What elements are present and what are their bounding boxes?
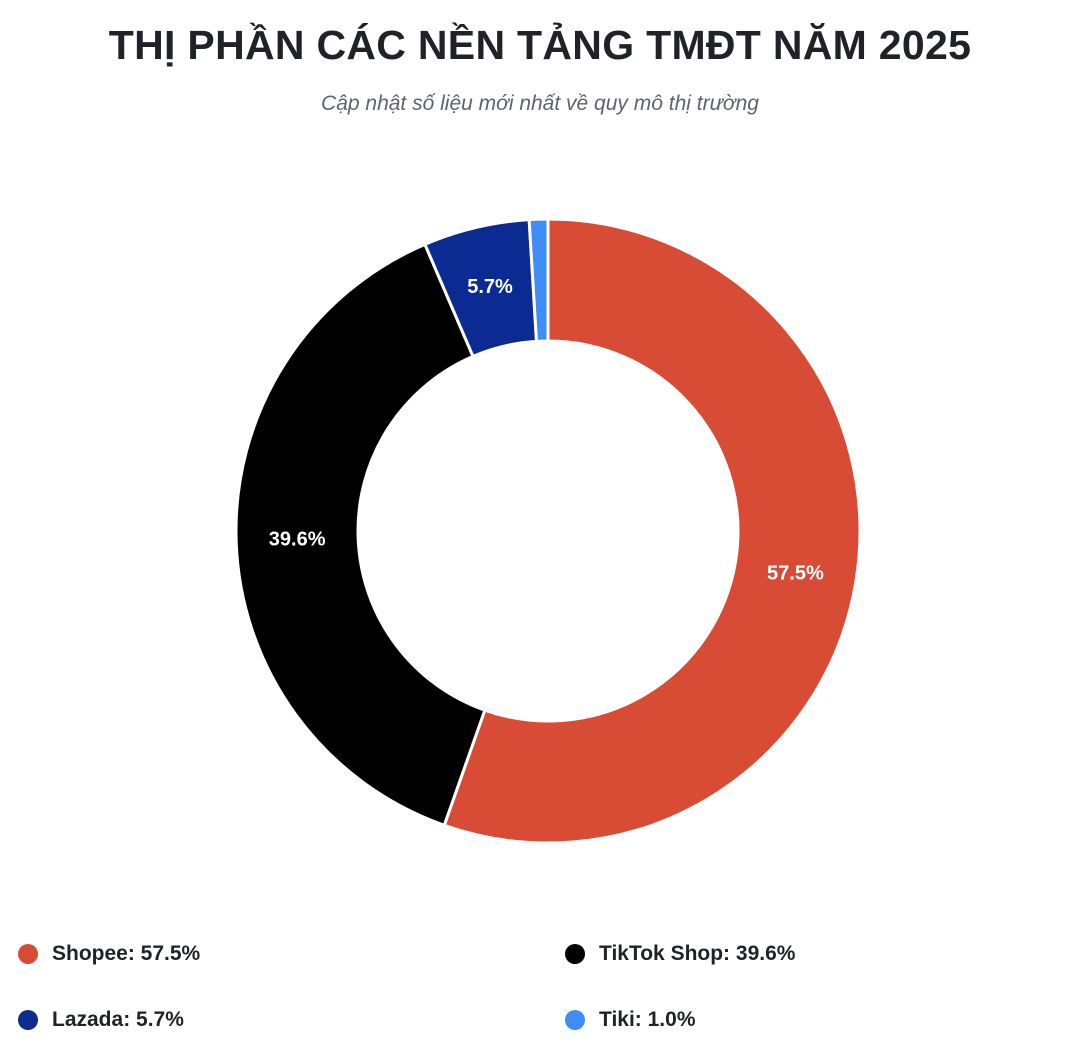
legend-item-lazada[interactable]: Lazada: 5.7% [18,1008,184,1032]
slice-tiki[interactable] [527,217,550,343]
legend-swatch-tiki [565,1010,585,1030]
legend-item-tiktok-shop[interactable]: TikTok Shop: 39.6% [565,942,795,966]
donut-slice-labels: 57.5% 39.6% 5.7% [269,276,824,585]
chart-title: THỊ PHẦN CÁC NỀN TẢNG TMĐT NĂM 2025 [108,22,972,68]
donut-slices [234,217,862,845]
slice-label-shopee: 57.5% [767,562,824,584]
slice-label-lazada: 5.7% [467,276,513,298]
chart-subtitle: Cập nhật số liệu mới nhất về quy mô thị … [321,92,759,115]
legend-label-shopee: Shopee: 57.5% [52,942,201,965]
slice-shopee[interactable] [442,217,862,845]
legend-swatch-lazada [18,1010,38,1030]
legend-label-tiki: Tiki: 1.0% [599,1008,696,1031]
donut-chart: 57.5% 39.6% 5.7% [234,217,862,845]
legend-swatch-shopee [18,944,38,964]
legend-item-tiki[interactable]: Tiki: 1.0% [565,1008,696,1032]
legend-item-shopee[interactable]: Shopee: 57.5% [18,942,200,966]
legend-label-tiktok-shop: TikTok Shop: 39.6% [599,942,796,965]
legend-label-lazada: Lazada: 5.7% [52,1008,184,1031]
legend-swatch-tiktok-shop [565,944,585,964]
slice-tiktok-shop[interactable] [234,242,487,827]
slice-label-tiktok-shop: 39.6% [269,528,326,550]
